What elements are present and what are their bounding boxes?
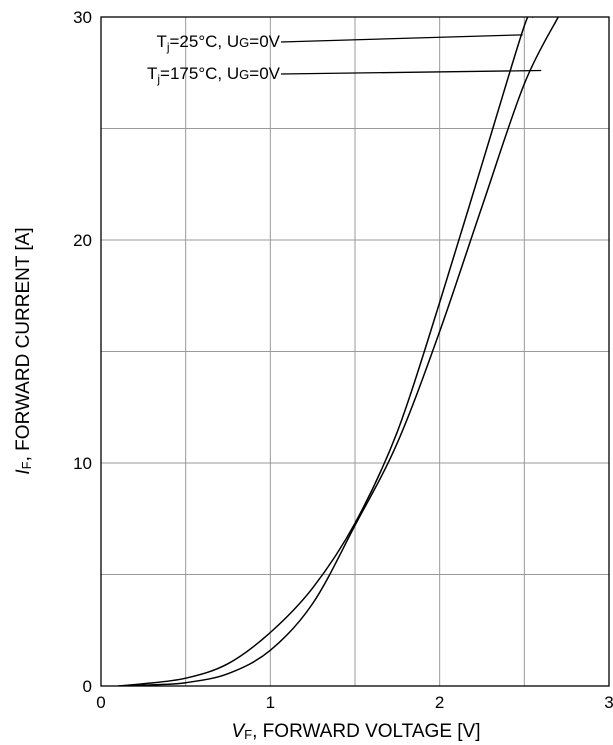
series-curve-2 xyxy=(126,17,559,686)
series-curve-1 xyxy=(117,17,534,686)
plot-frame xyxy=(100,16,610,687)
series-labels: Tj=25°C, UG=0V Tj=175°C, UG=0V xyxy=(147,32,281,86)
x-tick-label: 1 xyxy=(266,693,275,712)
series-curves xyxy=(117,17,559,686)
x-tick-label: 2 xyxy=(435,693,444,712)
y-tick-label: 20 xyxy=(73,231,92,250)
series-label-1: Tj=25°C, UG=0V xyxy=(156,32,280,54)
y-tick-label: 0 xyxy=(83,677,92,696)
y-axis-title: IF, FORWARD CURRENT [A] xyxy=(13,227,34,474)
series-label-2: Tj=175°C, UG=0V xyxy=(147,64,281,86)
x-tick-label: 0 xyxy=(96,693,105,712)
series-label-leaders xyxy=(280,34,542,75)
series-leader-2 xyxy=(280,69,542,75)
x-tick-label: 3 xyxy=(604,693,613,712)
grid-lines xyxy=(101,17,609,686)
series-leader-1 xyxy=(280,34,523,43)
y-tick-label: 30 xyxy=(73,8,92,27)
y-tick-label: 10 xyxy=(73,454,92,473)
x-axis-title: VF, FORWARD VOLTAGE [V] xyxy=(231,721,480,742)
